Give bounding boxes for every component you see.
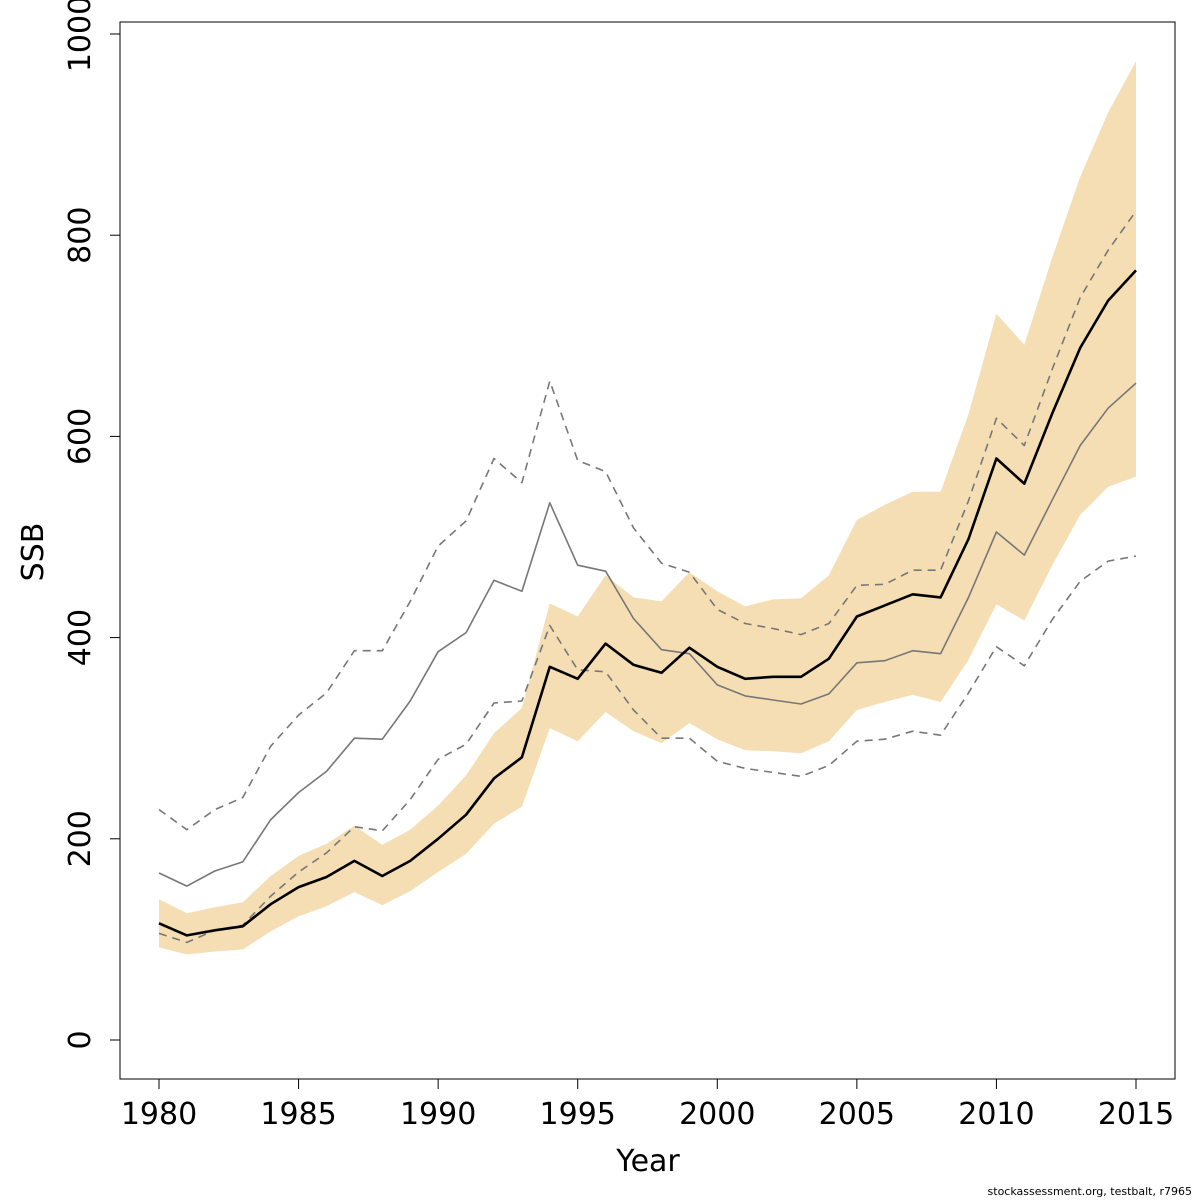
confidence-band bbox=[159, 61, 1136, 955]
x-axis-title: Year bbox=[615, 1144, 680, 1179]
y-tick-label: 200 bbox=[63, 810, 98, 867]
y-tick-label: 600 bbox=[63, 408, 98, 465]
x-tick-label: 2005 bbox=[819, 1097, 895, 1132]
y-tick-label: 1000 bbox=[63, 0, 98, 72]
x-tick-label: 1990 bbox=[400, 1097, 476, 1132]
x-tick-label: 2010 bbox=[958, 1097, 1034, 1132]
series-line-dashed-upper bbox=[158, 210, 1137, 831]
series-line-solid-grey bbox=[158, 382, 1137, 887]
y-tick-label: 800 bbox=[63, 207, 98, 264]
x-tick-label: 2015 bbox=[1098, 1097, 1174, 1132]
y-tick-label: 400 bbox=[63, 609, 98, 666]
series-line-solid-black bbox=[158, 269, 1137, 937]
footer-credit: stockassessment.org, testbalt, r7965 bbox=[987, 1185, 1192, 1198]
x-tick-label: 1995 bbox=[540, 1097, 616, 1132]
x-tick-label: 1985 bbox=[260, 1097, 336, 1132]
x-tick-label: 2000 bbox=[679, 1097, 755, 1132]
confidence-band-layer bbox=[159, 61, 1136, 955]
axes-layer: 1980 1985 1990 1995 2000 2005 2010 2015 0 200 400 6… bbox=[63, 0, 1176, 1132]
series-layer bbox=[158, 210, 1137, 944]
y-axis-title: SSB bbox=[16, 523, 51, 582]
y-tick-label: 0 bbox=[63, 1030, 98, 1049]
x-tick-label: 1980 bbox=[121, 1097, 197, 1132]
